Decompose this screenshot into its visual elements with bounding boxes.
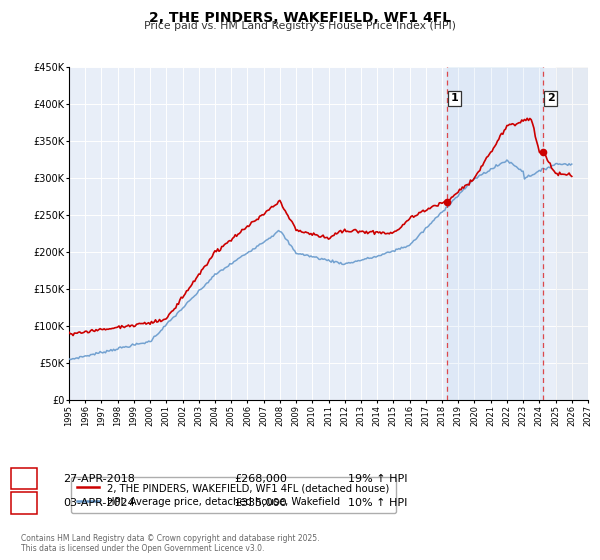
Text: 2: 2 [20,496,28,510]
Bar [447,67,544,400]
Text: 19% ↑ HPI: 19% ↑ HPI [348,474,407,484]
Bar [556,67,588,400]
Text: 03-APR-2024: 03-APR-2024 [63,498,135,508]
Bar [556,67,588,400]
Text: 2: 2 [547,94,554,103]
Text: 2, THE PINDERS, WAKEFIELD, WF1 4FL: 2, THE PINDERS, WAKEFIELD, WF1 4FL [149,11,451,25]
Text: £268,000: £268,000 [234,474,287,484]
Legend: 2, THE PINDERS, WAKEFIELD, WF1 4FL (detached house), HPI: Average price, detache: 2, THE PINDERS, WAKEFIELD, WF1 4FL (deta… [71,477,395,513]
Text: 10% ↑ HPI: 10% ↑ HPI [348,498,407,508]
Text: Contains HM Land Registry data © Crown copyright and database right 2025.
This d: Contains HM Land Registry data © Crown c… [21,534,320,553]
Text: 27-APR-2018: 27-APR-2018 [63,474,135,484]
Text: Price paid vs. HM Land Registry's House Price Index (HPI): Price paid vs. HM Land Registry's House … [144,21,456,31]
Text: £335,000: £335,000 [234,498,287,508]
Text: 1: 1 [20,472,28,486]
Text: 1: 1 [451,94,458,103]
